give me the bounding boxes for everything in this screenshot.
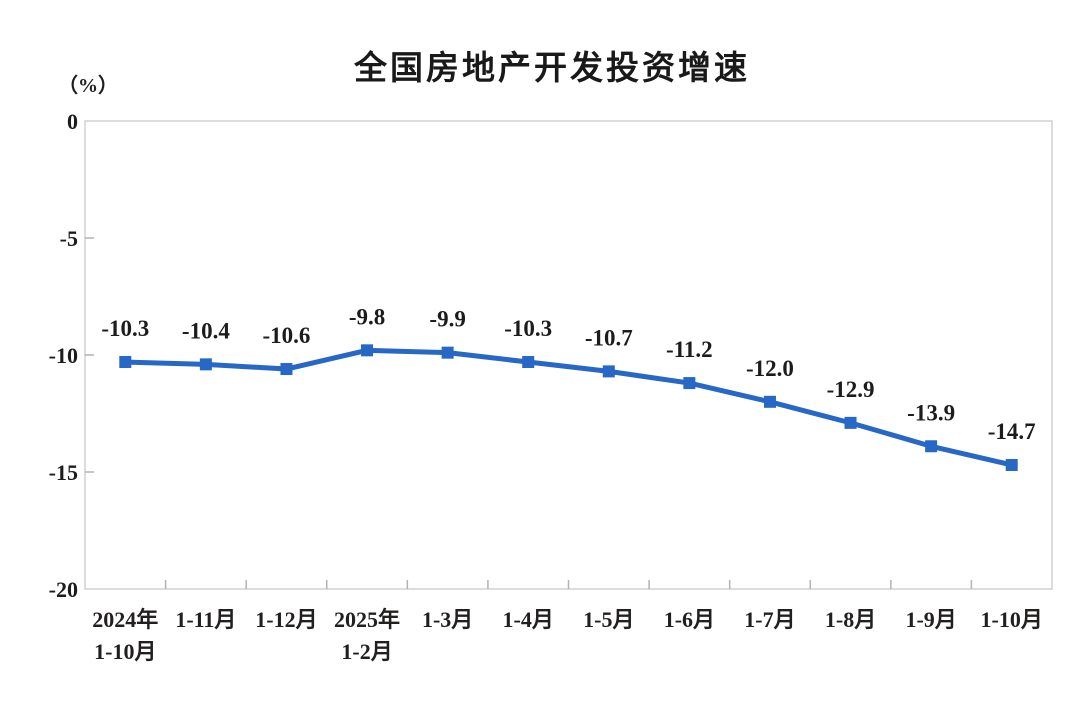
y-axis-tick-label: -20	[49, 577, 78, 602]
y-axis-tick-label: -15	[49, 460, 78, 485]
x-axis-tick-label: 2025年	[334, 607, 400, 632]
x-axis-tick-label: 1-4月	[503, 607, 554, 632]
y-axis-tick-label: -10	[49, 343, 78, 368]
data-point-label: -12.0	[746, 356, 794, 381]
data-point-marker	[361, 344, 374, 357]
data-point-marker	[280, 363, 293, 376]
x-axis-tick-label: 1-10月	[94, 639, 156, 664]
plot-frame	[84, 120, 1053, 590]
data-point-label: -10.3	[101, 316, 149, 341]
data-point-marker	[119, 356, 132, 369]
data-point-label: -10.3	[504, 316, 552, 341]
series-line	[122, 347, 1015, 468]
data-point-marker	[441, 346, 454, 359]
x-axis-tick-label: 1-10月	[981, 607, 1043, 632]
data-point-label: -14.7	[988, 419, 1036, 444]
x-axis-tick-label: 1-5月	[583, 607, 634, 632]
x-axis-tick-label: 1-7月	[744, 607, 795, 632]
y-axis-unit-label: （%）	[58, 75, 118, 97]
x-axis-tick-label: 1-12月	[255, 607, 317, 632]
data-point-label: -11.2	[666, 337, 713, 362]
y-axis-tick-label: -5	[60, 226, 78, 251]
x-axis-tick-label: 1-6月	[664, 607, 715, 632]
data-point-marker	[602, 365, 615, 378]
y-axis-tick-label: 0	[67, 109, 78, 134]
data-point-marker	[1005, 458, 1018, 471]
data-point-label: -10.6	[262, 323, 310, 348]
data-point-marker	[199, 358, 212, 371]
data-point-label: -10.4	[182, 318, 230, 343]
data-point-marker	[683, 377, 696, 390]
x-axis-tick-label: 1-11月	[175, 607, 236, 632]
data-point-marker	[844, 416, 857, 429]
data-point-label: -10.7	[585, 325, 633, 350]
data-point-marker	[763, 395, 776, 408]
data-point-label: -12.9	[827, 377, 875, 402]
data-point-marker	[522, 356, 535, 369]
x-axis-tick-label: 1-3月	[422, 607, 473, 632]
data-point-label: -9.8	[349, 304, 385, 329]
x-axis-tick-label: 1-2月	[341, 639, 392, 664]
x-axis-tick-label: 2024年	[92, 607, 158, 632]
data-point-marker	[925, 440, 938, 453]
data-point-label: -9.9	[429, 307, 465, 332]
chart-title: 全国房地产开发投资增速	[354, 49, 750, 86]
x-axis-tick-label: 1-8月	[825, 607, 876, 632]
data-point-label: -13.9	[907, 400, 955, 425]
x-axis-tick-label: 1-9月	[905, 607, 956, 632]
